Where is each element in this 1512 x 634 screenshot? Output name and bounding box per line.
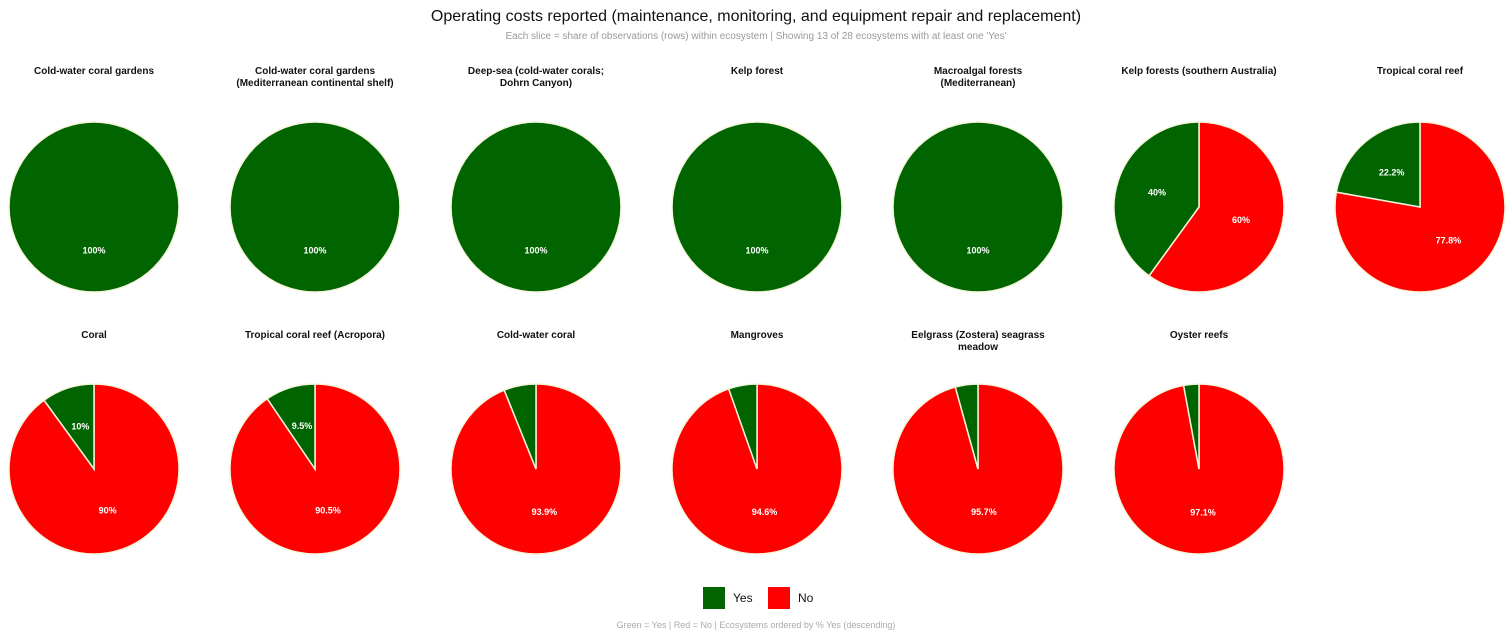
slice-label: 93.9%	[532, 507, 558, 517]
slice-label: 100%	[82, 246, 105, 256]
legend-text: Yes	[733, 591, 753, 605]
pie-title: Deep-sea (cold-water corals; Dohrn Canyo…	[467, 66, 605, 89]
legend-swatch	[703, 587, 725, 609]
slice-label: 40%	[1148, 188, 1166, 198]
slice-label: 9.5%	[292, 421, 313, 431]
pie-title: Cold-water coral gardens	[33, 66, 155, 77]
slice-label: 60%	[1232, 215, 1250, 225]
pie-slice	[1147, 121, 1285, 293]
pie-title: Kelp forests (southern Australia)	[1121, 66, 1277, 77]
pie-slice	[8, 121, 180, 293]
slice-label: 100%	[966, 246, 989, 256]
pie-slice	[503, 383, 537, 470]
slice-label: 22.2%	[1379, 167, 1405, 177]
slice-label: 100%	[303, 246, 326, 256]
slice-label: 94.6%	[752, 507, 778, 517]
pie-slice	[229, 121, 401, 293]
pie-title: Eelgrass (Zostera) seagrass meadow	[911, 330, 1045, 353]
legend-text: No	[798, 591, 814, 605]
slice-label: 90%	[99, 505, 117, 515]
pie-title: Mangroves	[730, 330, 784, 341]
slice-label: 77.8%	[1436, 235, 1462, 245]
legend-swatch	[768, 587, 790, 609]
chart-title: Operating costs reported (maintenance, m…	[430, 8, 1082, 25]
pie-slice	[1335, 121, 1421, 208]
pie-title: Cold-water coral gardens (Mediterranean …	[236, 66, 394, 89]
pie-slice	[1334, 121, 1506, 293]
slice-label: 97.1%	[1190, 507, 1216, 517]
pie-slice	[892, 121, 1064, 293]
slice-label: 100%	[745, 246, 768, 256]
chart-subtitle: Each slice = share of observations (rows…	[505, 31, 1007, 42]
pie-slice	[954, 383, 979, 470]
slice-label: 90.5%	[315, 506, 341, 516]
pie-title: Macroalgal forests (Mediterranean)	[933, 66, 1023, 89]
chart-footer: Green = Yes | Red = No | Ecosystems orde…	[616, 620, 896, 630]
pie-slice	[450, 121, 622, 293]
pie-slice	[671, 121, 843, 293]
slice-label: 100%	[524, 246, 547, 256]
slice-label: 95.7%	[971, 507, 997, 517]
pie-title: Tropical coral reef	[1376, 66, 1464, 77]
pie-slice	[1113, 121, 1200, 277]
pie-slice	[42, 383, 95, 472]
pie-title: Tropical coral reef (Acropora)	[244, 330, 386, 341]
pie-title: Cold-water coral	[496, 330, 576, 341]
pie-slice	[266, 383, 316, 472]
pie-title: Oyster reefs	[1169, 330, 1229, 341]
pie-slice	[727, 383, 758, 470]
pie-slice	[1182, 383, 1200, 470]
pie-title: Kelp forest	[730, 66, 784, 77]
slice-label: 10%	[71, 421, 89, 431]
pie-title: Coral	[81, 330, 107, 341]
